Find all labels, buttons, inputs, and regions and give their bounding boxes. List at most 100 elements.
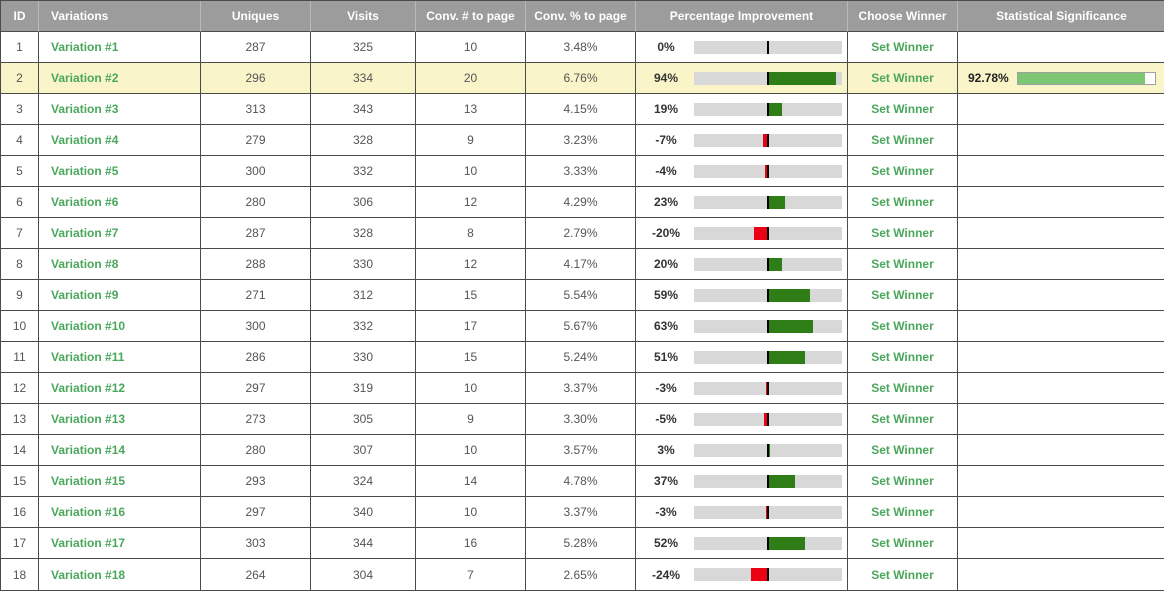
conversion-rate-value: 3.57% [526,435,636,466]
improvement-cell: -5% [636,412,847,426]
table-row: 13 Variation #13 273 305 9 3.30% -5% Set… [1,404,1164,435]
conversions-value: 9 [416,125,526,156]
column-header-conv-pct: Conv. % to page [526,1,636,32]
set-winner-button[interactable]: Set Winner [871,288,934,302]
set-winner-button[interactable]: Set Winner [871,567,934,582]
set-winner-button[interactable]: Set Winner [871,164,934,178]
improvement-cell: 51% [636,350,847,364]
variation-link[interactable]: Variation #4 [51,133,119,147]
set-winner-button[interactable]: Set Winner [871,536,934,550]
improvement-cell: 94% [636,71,847,85]
variation-link[interactable]: Variation #12 [51,381,126,395]
improvement-cell: -3% [636,505,847,519]
uniques-value: 264 [201,559,311,590]
variation-link[interactable]: Variation #15 [51,474,126,488]
conversion-rate-value: 4.78% [526,466,636,497]
improvement-bar-track [694,164,842,178]
improvement-cell: -7% [636,133,847,147]
conversions-value: 10 [416,497,526,528]
improvement-zero-tick [767,319,769,333]
improvement-label: 19% [653,102,679,116]
improvement-zero-tick [767,164,769,178]
row-id: 7 [1,218,39,249]
improvement-label: -4% [655,164,677,178]
improvement-label: 20% [653,257,679,271]
column-header-improvement: Percentage Improvement [636,1,848,32]
table-row: 11 Variation #11 286 330 15 5.24% 51% Se… [1,342,1164,373]
variation-link[interactable]: Variation #13 [51,412,126,426]
variation-link[interactable]: Variation #9 [51,288,119,302]
set-winner-button[interactable]: Set Winner [871,412,934,426]
improvement-bar [750,568,768,581]
column-header-visits: Visits [311,1,416,32]
improvement-cell: -3% [636,381,847,395]
improvement-cell: -24% [636,568,847,582]
set-winner-button[interactable]: Set Winner [871,474,934,488]
variation-link[interactable]: Variation #17 [51,536,126,550]
variation-link[interactable]: Variation #3 [51,102,119,116]
set-winner-button[interactable]: Set Winner [871,319,934,333]
improvement-zero-tick [767,102,769,116]
set-winner-button[interactable]: Set Winner [871,350,934,364]
set-winner-button[interactable]: Set Winner [871,133,934,147]
table-row: 7 Variation #7 287 328 8 2.79% -20% Set … [1,218,1164,249]
row-id: 3 [1,94,39,125]
improvement-label: -7% [655,133,677,147]
row-id: 8 [1,249,39,280]
improvement-label: 94% [653,71,679,85]
row-id: 11 [1,342,39,373]
visits-value: 324 [311,466,416,497]
visits-value: 304 [311,559,416,590]
visits-value: 307 [311,435,416,466]
table-row: 4 Variation #4 279 328 9 3.23% -7% Set W… [1,125,1164,156]
variation-link[interactable]: Variation #10 [51,319,126,333]
set-winner-button[interactable]: Set Winner [871,505,934,519]
set-winner-button[interactable]: Set Winner [871,195,934,209]
conversion-rate-value: 6.76% [526,63,636,94]
variation-link[interactable]: Variation #7 [51,226,119,240]
set-winner-button[interactable]: Set Winner [871,102,934,116]
variation-link[interactable]: Variation #16 [51,505,126,519]
variation-link[interactable]: Variation #2 [51,71,119,85]
improvement-label: 3% [657,443,675,457]
set-winner-button[interactable]: Set Winner [871,443,934,457]
set-winner-button[interactable]: Set Winner [871,381,934,395]
variation-link[interactable]: Variation #1 [51,40,119,54]
row-id: 2 [1,63,39,94]
improvement-cell: 59% [636,288,847,302]
variation-link[interactable]: Variation #8 [51,257,119,271]
improvement-cell: 63% [636,319,847,333]
improvement-cell: 0% [636,40,847,54]
variation-link[interactable]: Variation #5 [51,164,119,178]
improvement-zero-tick [767,412,769,426]
improvement-bar [768,102,782,116]
variation-link[interactable]: Variation #14 [51,443,126,457]
significance-bar-fill [1017,72,1145,84]
column-header-id: ID [1,1,39,32]
set-winner-button[interactable]: Set Winner [871,226,934,240]
set-winner-button[interactable]: Set Winner [871,257,934,271]
visits-value: 330 [311,342,416,373]
visits-value: 328 [311,218,416,249]
row-id: 12 [1,373,39,404]
table-row: 17 Variation #17 303 344 16 5.28% 52% Se… [1,528,1164,559]
improvement-bar [765,164,768,178]
variation-link[interactable]: Variation #18 [51,567,126,582]
conversion-rate-value: 3.37% [526,373,636,404]
improvement-bar-track [694,257,842,271]
conversion-rate-value: 5.28% [526,528,636,559]
variation-link[interactable]: Variation #6 [51,195,119,209]
set-winner-button[interactable]: Set Winner [871,71,934,85]
set-winner-button[interactable]: Set Winner [871,40,934,54]
table-row: 1 Variation #1 287 325 10 3.48% 0% Set W… [1,32,1164,63]
improvement-cell: 23% [636,195,847,209]
improvement-zero-tick [767,381,769,395]
column-header-conv-num: Conv. # to page [416,1,526,32]
improvement-label: 52% [653,536,679,550]
row-id: 18 [1,559,39,590]
variation-link[interactable]: Variation #11 [51,350,125,364]
improvement-bar [765,505,768,519]
header-row: ID Variations Uniques Visits Conv. # to … [1,1,1164,32]
conversion-rate-value: 2.65% [526,559,636,590]
table-row: 9 Variation #9 271 312 15 5.54% 59% Set … [1,280,1164,311]
